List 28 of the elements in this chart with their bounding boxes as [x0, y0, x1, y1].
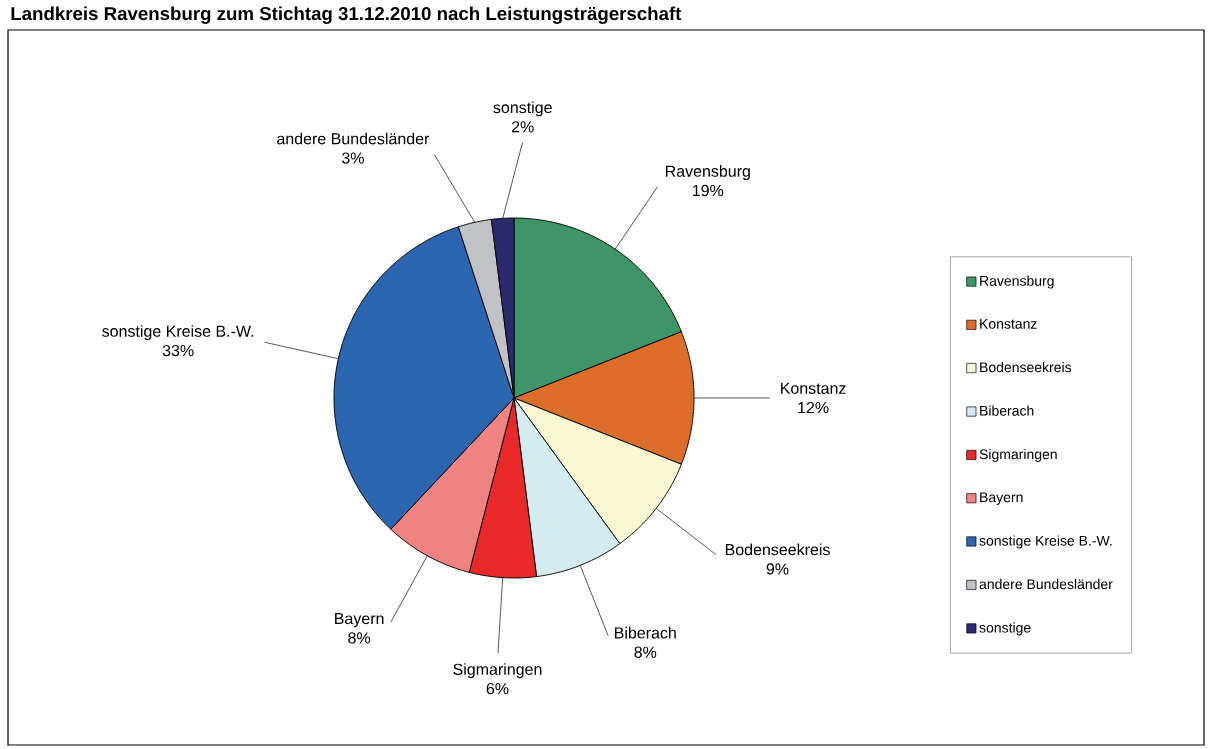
data-label: 8%	[634, 646, 657, 658]
slice-label: Bayern	[335, 613, 384, 628]
legend-label: Biberach	[980, 405, 1034, 416]
slice-label: sonstige	[493, 101, 552, 117]
slice-label: andere Bundesländer	[277, 132, 430, 145]
data-label: 3%	[341, 152, 364, 164]
data-label: 12%	[798, 401, 829, 414]
slice-label: Konstanz	[781, 382, 846, 394]
legend-label: Bodenseekreis	[980, 361, 1072, 373]
legend-label: Ravensburg	[980, 275, 1054, 289]
data-label: 19%	[692, 184, 724, 197]
legend-label: andere Bundesländer	[979, 578, 1113, 590]
data-label: 33%	[162, 344, 194, 357]
legend-label: Sigmaringen	[979, 448, 1057, 462]
slice-label: Bodenseekreis	[725, 543, 830, 556]
slice-label: Biberach	[615, 626, 676, 639]
data-label: 6%	[486, 682, 509, 695]
data-label: 9%	[766, 563, 789, 575]
legend-label: sonstige	[979, 622, 1031, 636]
data-label: 8%	[348, 632, 371, 644]
legend-label: Konstanz	[980, 319, 1037, 329]
slice-label: Ravensburg	[665, 165, 750, 181]
slice-label: Sigmaringen	[453, 663, 542, 679]
slice-label: sonstige Kreise B.-W.	[102, 325, 254, 341]
data-label: 2%	[511, 121, 534, 133]
chart-title: Landkreis Ravensburg zum Stichtag 31.12.2010 nach Leistungsträgerschaft	[11, 6, 682, 24]
legend-label: sonstige Kreise B.-W.	[979, 535, 1112, 549]
legend-label: Bayern	[980, 492, 1023, 505]
